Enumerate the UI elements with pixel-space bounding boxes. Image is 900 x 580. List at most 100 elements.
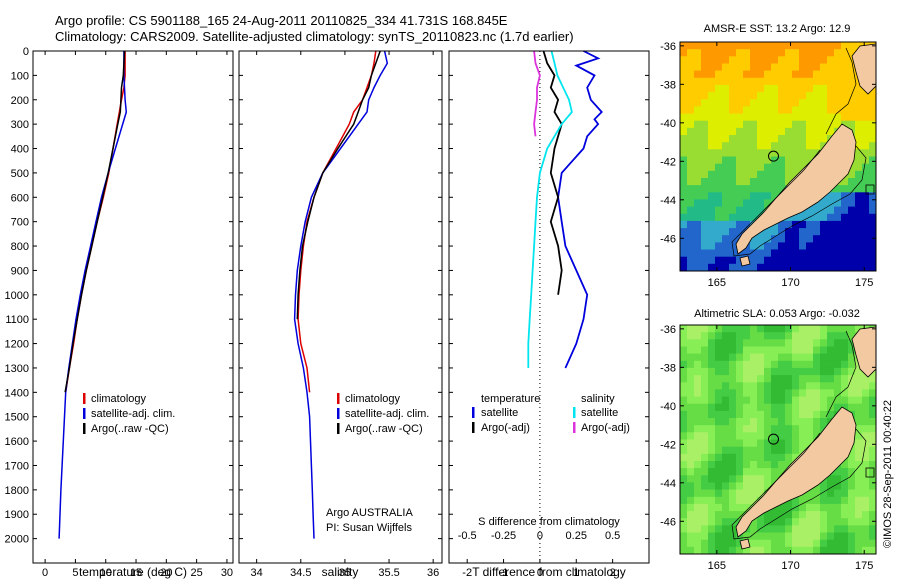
heatmap-cell: [827, 77, 835, 86]
heatmap-cell: [771, 461, 779, 469]
heatmap-cell: [855, 163, 863, 172]
heatmap-cell: [848, 185, 856, 193]
heatmap-cell: [736, 70, 744, 79]
heatmap-cell: [806, 432, 814, 441]
heatmap-cell: [827, 353, 835, 362]
heatmap-cell: [785, 439, 793, 448]
heatmap-cell: [715, 360, 723, 369]
heatmap-cell: [834, 228, 842, 236]
heatmap-cell: [869, 170, 876, 179]
temperature-panel: 0100200300400500600700800900100011001200…: [5, 46, 234, 579]
heatmap-cell: [708, 346, 716, 355]
heatmap-cell: [743, 410, 751, 419]
heatmap-cell: [771, 425, 779, 433]
heatmap-cell: [694, 546, 702, 554]
heatmap-cell: [855, 149, 863, 158]
y-tick-label: 1900: [5, 509, 29, 521]
heatmap-cell: [820, 489, 828, 498]
heatmap-cell: [694, 256, 702, 265]
heatmap-cell: [792, 263, 800, 271]
heatmap-cell: [806, 389, 814, 398]
heatmap-cell: [827, 99, 835, 108]
heatmap-cell: [729, 142, 737, 150]
heatmap-cell: [743, 461, 751, 469]
heatmap-cell: [806, 99, 814, 108]
heatmap-cell: [722, 446, 730, 455]
heatmap-cell: [694, 439, 702, 448]
salinity-legend: climatology satellite-adj. clim. Argo(..…: [337, 393, 429, 435]
heatmap-cell: [799, 56, 807, 65]
heatmap-cell: [687, 539, 695, 548]
heatmap-cell: [736, 99, 744, 108]
heatmap-cell: [701, 468, 709, 476]
heatmap-cell: [750, 263, 758, 271]
series-salinity-satellite-line: [527, 50, 573, 368]
heatmap-cell: [841, 185, 849, 193]
heatmap-cell: [785, 256, 793, 265]
heatmap-cell: [806, 242, 814, 251]
heatmap-cell: [785, 263, 793, 271]
heatmap-cell: [771, 242, 779, 251]
heatmap-cell: [722, 461, 730, 469]
heatmap-cell: [785, 518, 793, 526]
heatmap-cell: [736, 332, 744, 340]
heatmap-cell: [757, 106, 765, 115]
heatmap-cell: [680, 418, 688, 426]
heatmap-cell: [743, 192, 751, 201]
heatmap-cell: [680, 468, 688, 476]
heatmap-cell: [813, 120, 821, 129]
heatmap-cell: [862, 263, 870, 271]
heatmap-cell: [729, 453, 737, 462]
heatmap-cell: [799, 220, 807, 229]
heatmap-cell: [855, 410, 863, 419]
heatmap-cell: [841, 220, 849, 229]
sst-float-marker: [768, 150, 780, 162]
heatmap-cell: [778, 532, 786, 541]
heatmap-cell: [701, 199, 709, 208]
heatmap-cell: [848, 532, 856, 541]
heatmap-cell: [722, 178, 730, 186]
legend-swatch-s-argo: [573, 422, 576, 433]
heatmap-cell: [778, 425, 786, 433]
heatmap-cell: [834, 249, 842, 258]
heatmap-cell: [736, 503, 744, 512]
north-island-land: [851, 326, 876, 378]
salinity-lines: [293, 50, 389, 539]
heatmap-cell: [757, 396, 765, 405]
heatmap-cell: [729, 396, 737, 405]
heatmap-cell: [827, 360, 835, 369]
heatmap-cell: [757, 375, 765, 383]
heatmap-cell: [820, 518, 828, 526]
heatmap-cell: [848, 263, 856, 271]
heatmap-cell: [687, 382, 695, 391]
heatmap-cell: [869, 156, 876, 165]
heatmap-cell: [687, 332, 695, 340]
heatmap-cell: [722, 353, 730, 362]
heatmap-cell: [722, 242, 730, 251]
heatmap-cell: [764, 135, 772, 143]
heatmap-cell: [701, 525, 709, 534]
heatmap-cell: [729, 256, 737, 265]
heatmap-cell: [694, 206, 702, 215]
heatmap-cell: [813, 199, 821, 208]
heatmap-cell: [729, 63, 737, 72]
heatmap-cell: [715, 425, 723, 433]
heatmap-cell: [820, 42, 828, 50]
heatmap-cell: [701, 127, 709, 136]
x-tick-label: 30: [221, 567, 233, 579]
heatmap-cell: [806, 410, 814, 419]
heatmap-cell: [736, 360, 744, 369]
heatmap-cell: [855, 178, 863, 186]
heatmap-cell: [680, 228, 688, 236]
heatmap-cell: [813, 213, 821, 222]
heatmap-cell: [680, 503, 688, 512]
heatmap-cell: [771, 170, 779, 179]
heatmap-cell: [743, 503, 751, 512]
heatmap-cell: [771, 135, 779, 143]
heatmap-cell: [694, 353, 702, 362]
heatmap-cell: [764, 525, 772, 534]
heatmap-cell: [729, 42, 737, 50]
heatmap-cell: [834, 475, 842, 484]
heatmap-cell: [778, 346, 786, 355]
heatmap-cell: [848, 453, 856, 462]
